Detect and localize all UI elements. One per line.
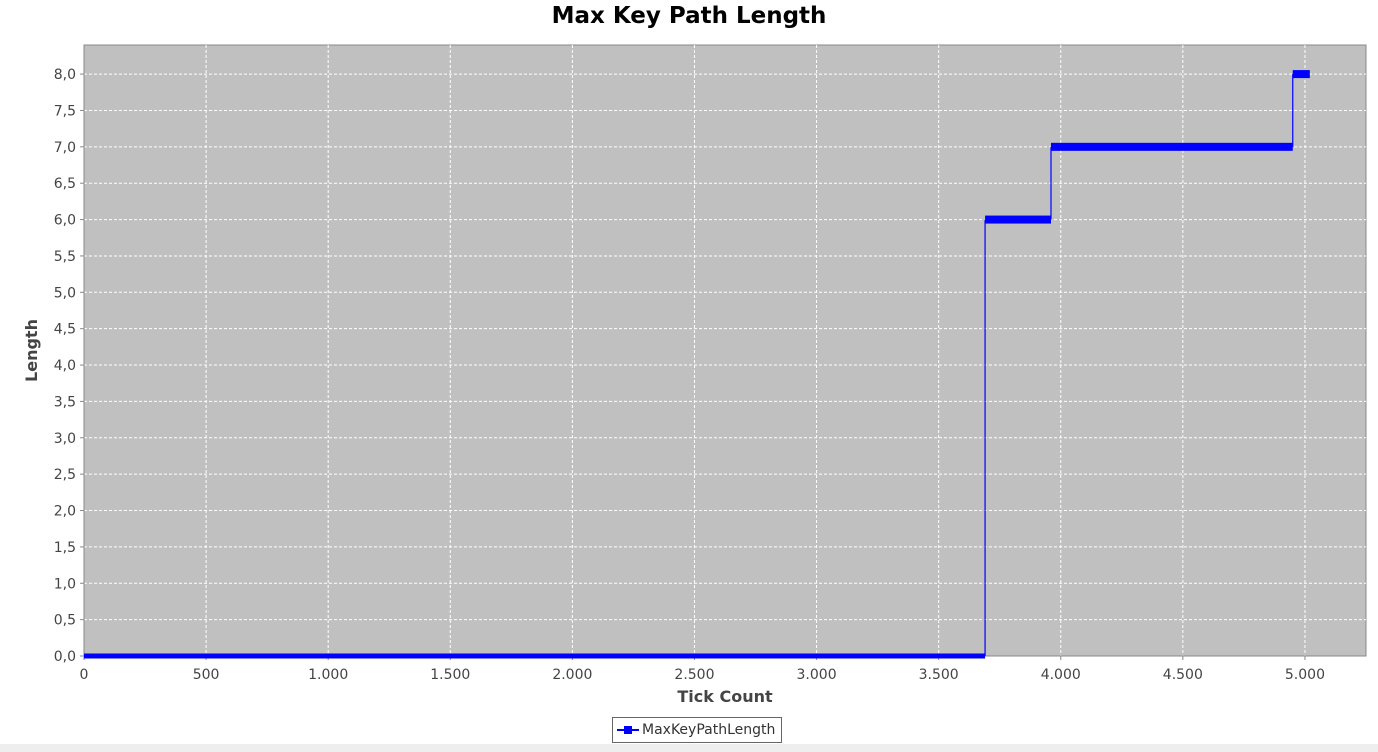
x-tick-label: 2.500 — [674, 667, 714, 683]
y-tick-label: 8,0 — [54, 67, 76, 83]
series-segment — [84, 653, 986, 659]
x-tick-label: 0 — [80, 667, 89, 683]
series-segment — [985, 215, 1051, 224]
x-tick-label: 1.500 — [430, 667, 470, 683]
x-tick-label: 500 — [193, 667, 220, 683]
y-tick-label: 3,0 — [54, 431, 76, 447]
y-tick-label: 5,0 — [54, 285, 76, 301]
series-segment — [1050, 142, 1293, 151]
y-tick-label: 5,5 — [54, 249, 76, 265]
y-tick-label: 6,5 — [54, 176, 76, 192]
plot-area — [83, 44, 1367, 657]
y-tick-label: 6,0 — [54, 213, 76, 229]
x-tick-label: 1.000 — [308, 667, 348, 683]
x-tick-label: 5.000 — [1285, 667, 1325, 683]
legend-swatch — [617, 723, 639, 737]
y-tick-label: 7,5 — [54, 103, 76, 119]
y-tick-label: 2,0 — [54, 504, 76, 520]
y-tick-label: 0,0 — [54, 649, 76, 665]
x-tick-label: 3.500 — [919, 667, 959, 683]
y-tick-label: 3,5 — [54, 394, 76, 410]
x-tick-label: 4.000 — [1041, 667, 1081, 683]
y-tick-label: 0,5 — [54, 613, 76, 629]
chart-legend: MaxKeyPathLength — [612, 717, 783, 743]
y-tick-label: 2,5 — [54, 467, 76, 483]
y-tick-label: 1,5 — [54, 540, 76, 556]
bottom-strip — [0, 744, 1378, 752]
y-tick-label: 7,0 — [54, 140, 76, 156]
y-axis-label: Length — [22, 319, 41, 382]
y-tick-label: 1,0 — [54, 576, 76, 592]
x-tick-label: 3.000 — [797, 667, 837, 683]
x-tick-label: 4.500 — [1163, 667, 1203, 683]
chart-title: Max Key Path Length — [551, 3, 827, 29]
x-tick-label: 2.000 — [552, 667, 592, 683]
y-tick-label: 4,5 — [54, 322, 76, 338]
legend-label: MaxKeyPathLength — [642, 722, 776, 738]
y-tick-label: 4,0 — [54, 358, 76, 374]
x-axis-label: Tick Count — [677, 687, 773, 706]
series-segment — [1292, 70, 1310, 79]
